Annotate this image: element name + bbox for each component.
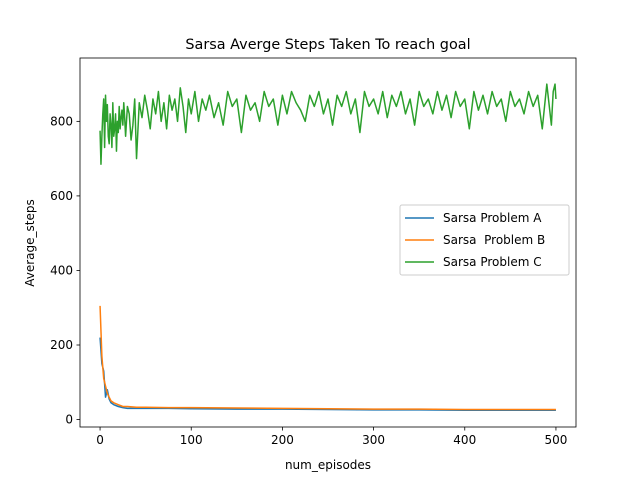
series-layer (99, 83, 557, 411)
legend-box (399, 204, 570, 276)
series-line-1 (99, 337, 556, 411)
x-tick-label: 300 (362, 433, 385, 447)
series-line-2 (99, 305, 556, 411)
axes-layer: 0 100 200 300 400 500 0 200 400 600 800 (50, 57, 577, 447)
x-tick-label: 100 (180, 433, 203, 447)
y-tick-label: 0 (65, 413, 73, 427)
series-line-3 (99, 83, 557, 165)
x-tick-label: 200 (271, 433, 294, 447)
x-tick-label: 0 (96, 433, 104, 447)
y-tick-label: 800 (50, 114, 73, 128)
legend: Sarsa Problem A Sarsa Problem B Sarsa Prob… (399, 204, 570, 276)
x-tick-label: 400 (453, 433, 476, 447)
legend-label-1: Sarsa Problem A (443, 211, 542, 225)
chart-title: Sarsa Averge Steps Taken To reach goal (185, 37, 470, 53)
x-tick-label: 500 (544, 433, 567, 447)
plot-frame (79, 57, 577, 428)
x-axis-label: num_episodes (285, 458, 371, 472)
y-tick-label: 600 (50, 189, 73, 203)
legend-label-3: Sarsa Problem C (443, 255, 542, 269)
y-tick-label: 200 (50, 338, 73, 352)
legend-label-2: Sarsa Problem B (443, 233, 545, 247)
y-tick-label: 400 (50, 263, 73, 277)
y-axis-label: Average_steps (23, 199, 37, 287)
